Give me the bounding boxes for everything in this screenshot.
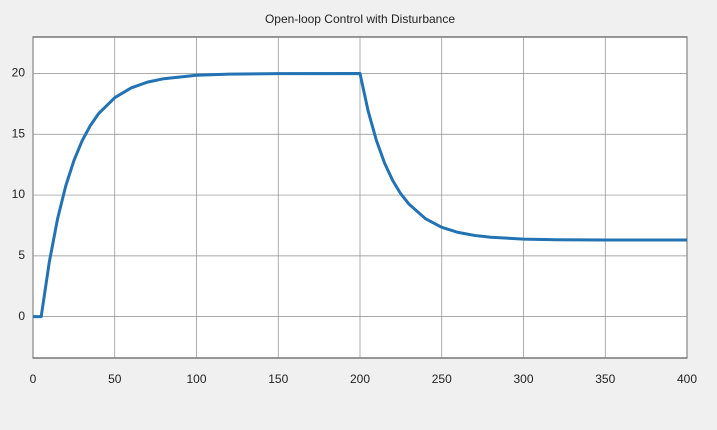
x-tick-label: 50 <box>108 372 122 386</box>
y-tick-label: 0 <box>18 309 25 323</box>
x-tick-label: 150 <box>268 372 288 386</box>
y-tick-label: 5 <box>18 248 25 262</box>
x-tick-label: 250 <box>432 372 452 386</box>
chart-title: Open-loop Control with Disturbance <box>265 12 455 26</box>
x-tick-label: 400 <box>677 372 697 386</box>
x-tick-label: 200 <box>350 372 370 386</box>
x-tick-label: 100 <box>186 372 206 386</box>
y-tick-label: 20 <box>12 66 26 80</box>
x-tick-label: 0 <box>30 372 37 386</box>
x-tick-label: 350 <box>595 372 615 386</box>
y-tick-label: 10 <box>12 187 26 201</box>
y-tick-label: 15 <box>12 126 26 140</box>
data-line <box>33 71 687 319</box>
x-tick-label: 300 <box>513 372 533 386</box>
